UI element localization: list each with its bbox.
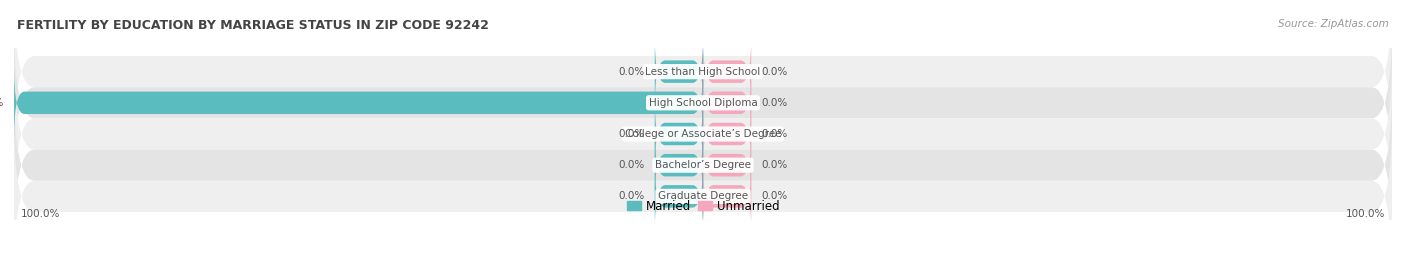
FancyBboxPatch shape <box>703 98 751 170</box>
Text: FERTILITY BY EDUCATION BY MARRIAGE STATUS IN ZIP CODE 92242: FERTILITY BY EDUCATION BY MARRIAGE STATU… <box>17 19 489 32</box>
FancyBboxPatch shape <box>655 36 703 107</box>
FancyBboxPatch shape <box>703 130 751 201</box>
Text: 0.0%: 0.0% <box>762 191 787 201</box>
Text: 100.0%: 100.0% <box>0 98 4 108</box>
Text: High School Diploma: High School Diploma <box>648 98 758 108</box>
FancyBboxPatch shape <box>14 25 1392 181</box>
Text: 100.0%: 100.0% <box>21 209 60 219</box>
FancyBboxPatch shape <box>703 161 751 232</box>
FancyBboxPatch shape <box>14 56 1392 212</box>
Text: Graduate Degree: Graduate Degree <box>658 191 748 201</box>
Text: 0.0%: 0.0% <box>619 160 644 170</box>
Text: Bachelor’s Degree: Bachelor’s Degree <box>655 160 751 170</box>
Text: College or Associate’s Degree: College or Associate’s Degree <box>624 129 782 139</box>
FancyBboxPatch shape <box>14 118 1392 268</box>
FancyBboxPatch shape <box>655 161 703 232</box>
FancyBboxPatch shape <box>655 130 703 201</box>
FancyBboxPatch shape <box>14 0 1392 150</box>
FancyBboxPatch shape <box>655 98 703 170</box>
Text: 0.0%: 0.0% <box>619 67 644 77</box>
Text: 0.0%: 0.0% <box>619 129 644 139</box>
Text: 100.0%: 100.0% <box>1346 209 1385 219</box>
Text: 0.0%: 0.0% <box>619 191 644 201</box>
Text: 0.0%: 0.0% <box>762 129 787 139</box>
Text: 0.0%: 0.0% <box>762 98 787 108</box>
FancyBboxPatch shape <box>703 67 751 138</box>
Text: Less than High School: Less than High School <box>645 67 761 77</box>
FancyBboxPatch shape <box>14 87 1392 243</box>
Text: 0.0%: 0.0% <box>762 67 787 77</box>
Text: Source: ZipAtlas.com: Source: ZipAtlas.com <box>1278 19 1389 29</box>
Legend: Married, Unmarried: Married, Unmarried <box>621 195 785 217</box>
FancyBboxPatch shape <box>703 36 751 107</box>
Text: 0.0%: 0.0% <box>762 160 787 170</box>
FancyBboxPatch shape <box>14 67 703 138</box>
